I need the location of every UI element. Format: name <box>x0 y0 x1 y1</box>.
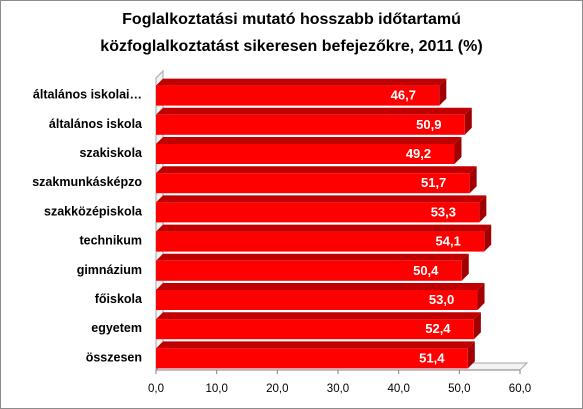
bar <box>156 319 474 340</box>
bar-side <box>439 78 447 106</box>
data-label: 50,9 <box>416 117 441 132</box>
bar-top <box>156 78 447 86</box>
bar-top <box>156 107 472 115</box>
data-label: 53,0 <box>429 292 454 307</box>
bar-side <box>479 195 487 223</box>
data-label: 53,3 <box>431 204 456 219</box>
x-tick-label: 30,0 <box>327 383 349 395</box>
x-tick-label: 40,0 <box>387 383 409 395</box>
x-tick-label: 60,0 <box>509 383 531 395</box>
bar <box>156 348 468 369</box>
x-tick-label: 10,0 <box>205 383 227 395</box>
bar <box>156 290 478 310</box>
bar-side <box>464 107 472 135</box>
category-label: általános iskola <box>49 117 143 131</box>
bar-side <box>477 283 485 310</box>
bar-side <box>473 312 481 340</box>
bar <box>156 173 470 194</box>
category-label: technikum <box>79 234 142 248</box>
bar-side <box>469 166 477 194</box>
category-label: egyetem <box>91 321 142 335</box>
data-label: 49,2 <box>406 146 431 161</box>
x-tick-label: 0,0 <box>148 383 164 395</box>
category-label: gimnázium <box>77 263 142 277</box>
data-label: 52,4 <box>425 321 451 336</box>
bar-top <box>156 195 487 203</box>
bar-side <box>461 253 469 281</box>
category-label: szakiskola <box>79 146 143 160</box>
chart-title-line-1: Foglalkoztatási mutató hosszabb időtarta… <box>122 11 461 28</box>
bar-side <box>484 224 492 252</box>
bar-top <box>156 341 475 349</box>
category-label: összesen <box>86 350 142 364</box>
bar <box>156 260 462 281</box>
bar-top <box>156 137 462 144</box>
chart-title: Foglalkoztatási mutató hosszabb időtarta… <box>0 6 583 60</box>
bar <box>156 85 440 106</box>
data-label: 46,7 <box>391 88 416 103</box>
data-label: 54,1 <box>436 234 461 249</box>
bar <box>156 231 485 252</box>
category-label: főiskola <box>95 292 143 306</box>
bar-side <box>454 137 462 164</box>
bar-top <box>156 224 492 232</box>
category-label: szakközépiskola <box>44 204 143 218</box>
bar-top <box>156 283 485 290</box>
bar-top <box>156 253 469 261</box>
category-label: szakmunkásképzo <box>32 175 142 189</box>
x-tick-label: 50,0 <box>448 383 470 395</box>
data-label: 50,4 <box>413 263 439 278</box>
bar-top <box>156 166 477 174</box>
category-label: általános iskolai… <box>33 88 142 102</box>
data-label: 51,7 <box>421 175 446 190</box>
bar <box>156 202 480 223</box>
data-label: 51,4 <box>419 350 445 365</box>
bar <box>156 114 465 135</box>
x-tick-label: 20,0 <box>266 383 288 395</box>
bar-top <box>156 312 481 320</box>
bar-side <box>467 341 475 369</box>
chart-title-line-2: közfoglalkoztatást sikeresen befejezőkre… <box>100 38 483 55</box>
bar <box>156 144 455 164</box>
